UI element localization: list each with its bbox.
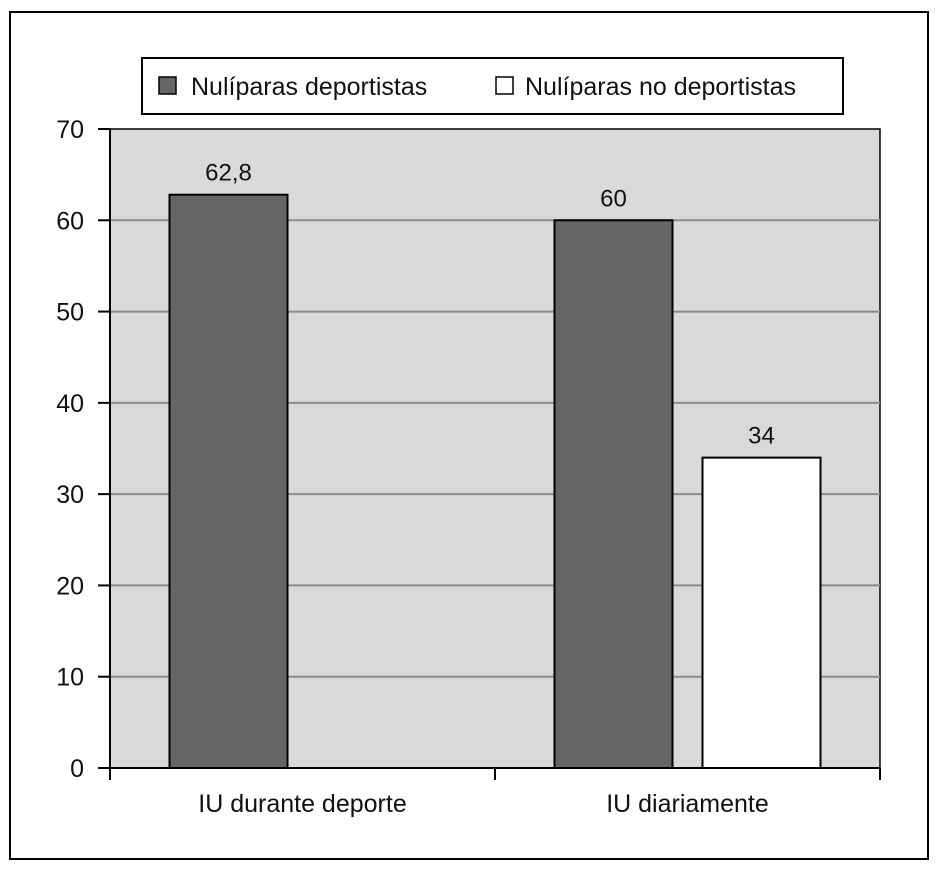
x-category-label: IU diariamente bbox=[606, 790, 769, 818]
bars bbox=[168, 193, 822, 770]
legend-swatch-nuliparas-no-deportistas bbox=[495, 76, 514, 95]
y-tick-label: 70 bbox=[56, 116, 84, 144]
y-tick-label: 10 bbox=[56, 664, 84, 692]
legend-box bbox=[141, 57, 844, 115]
legend-label-nuliparas-no-deportistas: Nulíparas no deportistas bbox=[525, 73, 796, 101]
y-tick-label: 60 bbox=[56, 207, 84, 235]
legend: Nulíparas deportistas Nulíparas no depor… bbox=[141, 57, 844, 115]
legend-swatch-nuliparas-deportistas bbox=[158, 76, 177, 95]
bar-value-label: 34 bbox=[748, 423, 775, 450]
y-tick-label: 50 bbox=[56, 299, 84, 327]
bar-value-label: 60 bbox=[600, 185, 627, 212]
axes: 0 10 20 30 40 50 60 70 IU durante deporte IU diar… bbox=[56, 116, 881, 818]
bar bbox=[553, 219, 674, 770]
y-tick-label: 20 bbox=[56, 572, 84, 600]
y-tick-label: 30 bbox=[56, 481, 84, 509]
bar-value-label: 62,8 bbox=[205, 160, 252, 187]
y-tick-label: 40 bbox=[56, 390, 84, 418]
bar bbox=[701, 456, 822, 769]
y-tick-label: 0 bbox=[70, 755, 84, 783]
legend-label-nuliparas-deportistas: Nulíparas deportistas bbox=[191, 73, 427, 101]
x-category-label: IU durante deporte bbox=[198, 790, 406, 818]
data-labels: 62,8 60 34 bbox=[205, 160, 775, 450]
bar bbox=[168, 193, 289, 769]
